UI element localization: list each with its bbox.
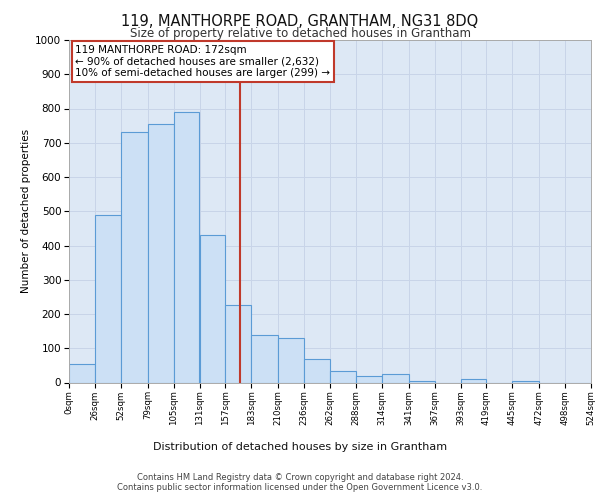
Bar (148, 124, 173, 382)
Bar (304, 358, 330, 382)
Y-axis label: Number of detached properties: Number of detached properties (21, 129, 31, 294)
Text: 119, MANTHORPE ROAD, GRANTHAM, NG31 8DQ: 119, MANTHORPE ROAD, GRANTHAM, NG31 8DQ (121, 14, 479, 29)
Bar (356, 376, 382, 382)
Text: Distribution of detached houses by size in Grantham: Distribution of detached houses by size … (153, 442, 447, 452)
Bar (121, 132, 148, 382)
Bar (226, 306, 251, 382)
Bar (278, 338, 304, 382)
Bar (330, 370, 356, 382)
Bar (512, 381, 539, 382)
Text: Size of property relative to detached houses in Grantham: Size of property relative to detached ho… (130, 28, 470, 40)
Bar (69, 364, 95, 382)
Text: Contains HM Land Registry data © Crown copyright and database right 2024.
Contai: Contains HM Land Registry data © Crown c… (118, 473, 482, 492)
Bar (199, 235, 226, 382)
Bar (409, 381, 434, 382)
Text: 119 MANTHORPE ROAD: 172sqm
← 90% of detached houses are smaller (2,632)
10% of s: 119 MANTHORPE ROAD: 172sqm ← 90% of deta… (75, 45, 330, 78)
Bar (173, 112, 199, 382)
Bar (461, 379, 487, 382)
Bar (95, 214, 121, 382)
Bar (382, 374, 409, 382)
Bar (251, 334, 278, 382)
